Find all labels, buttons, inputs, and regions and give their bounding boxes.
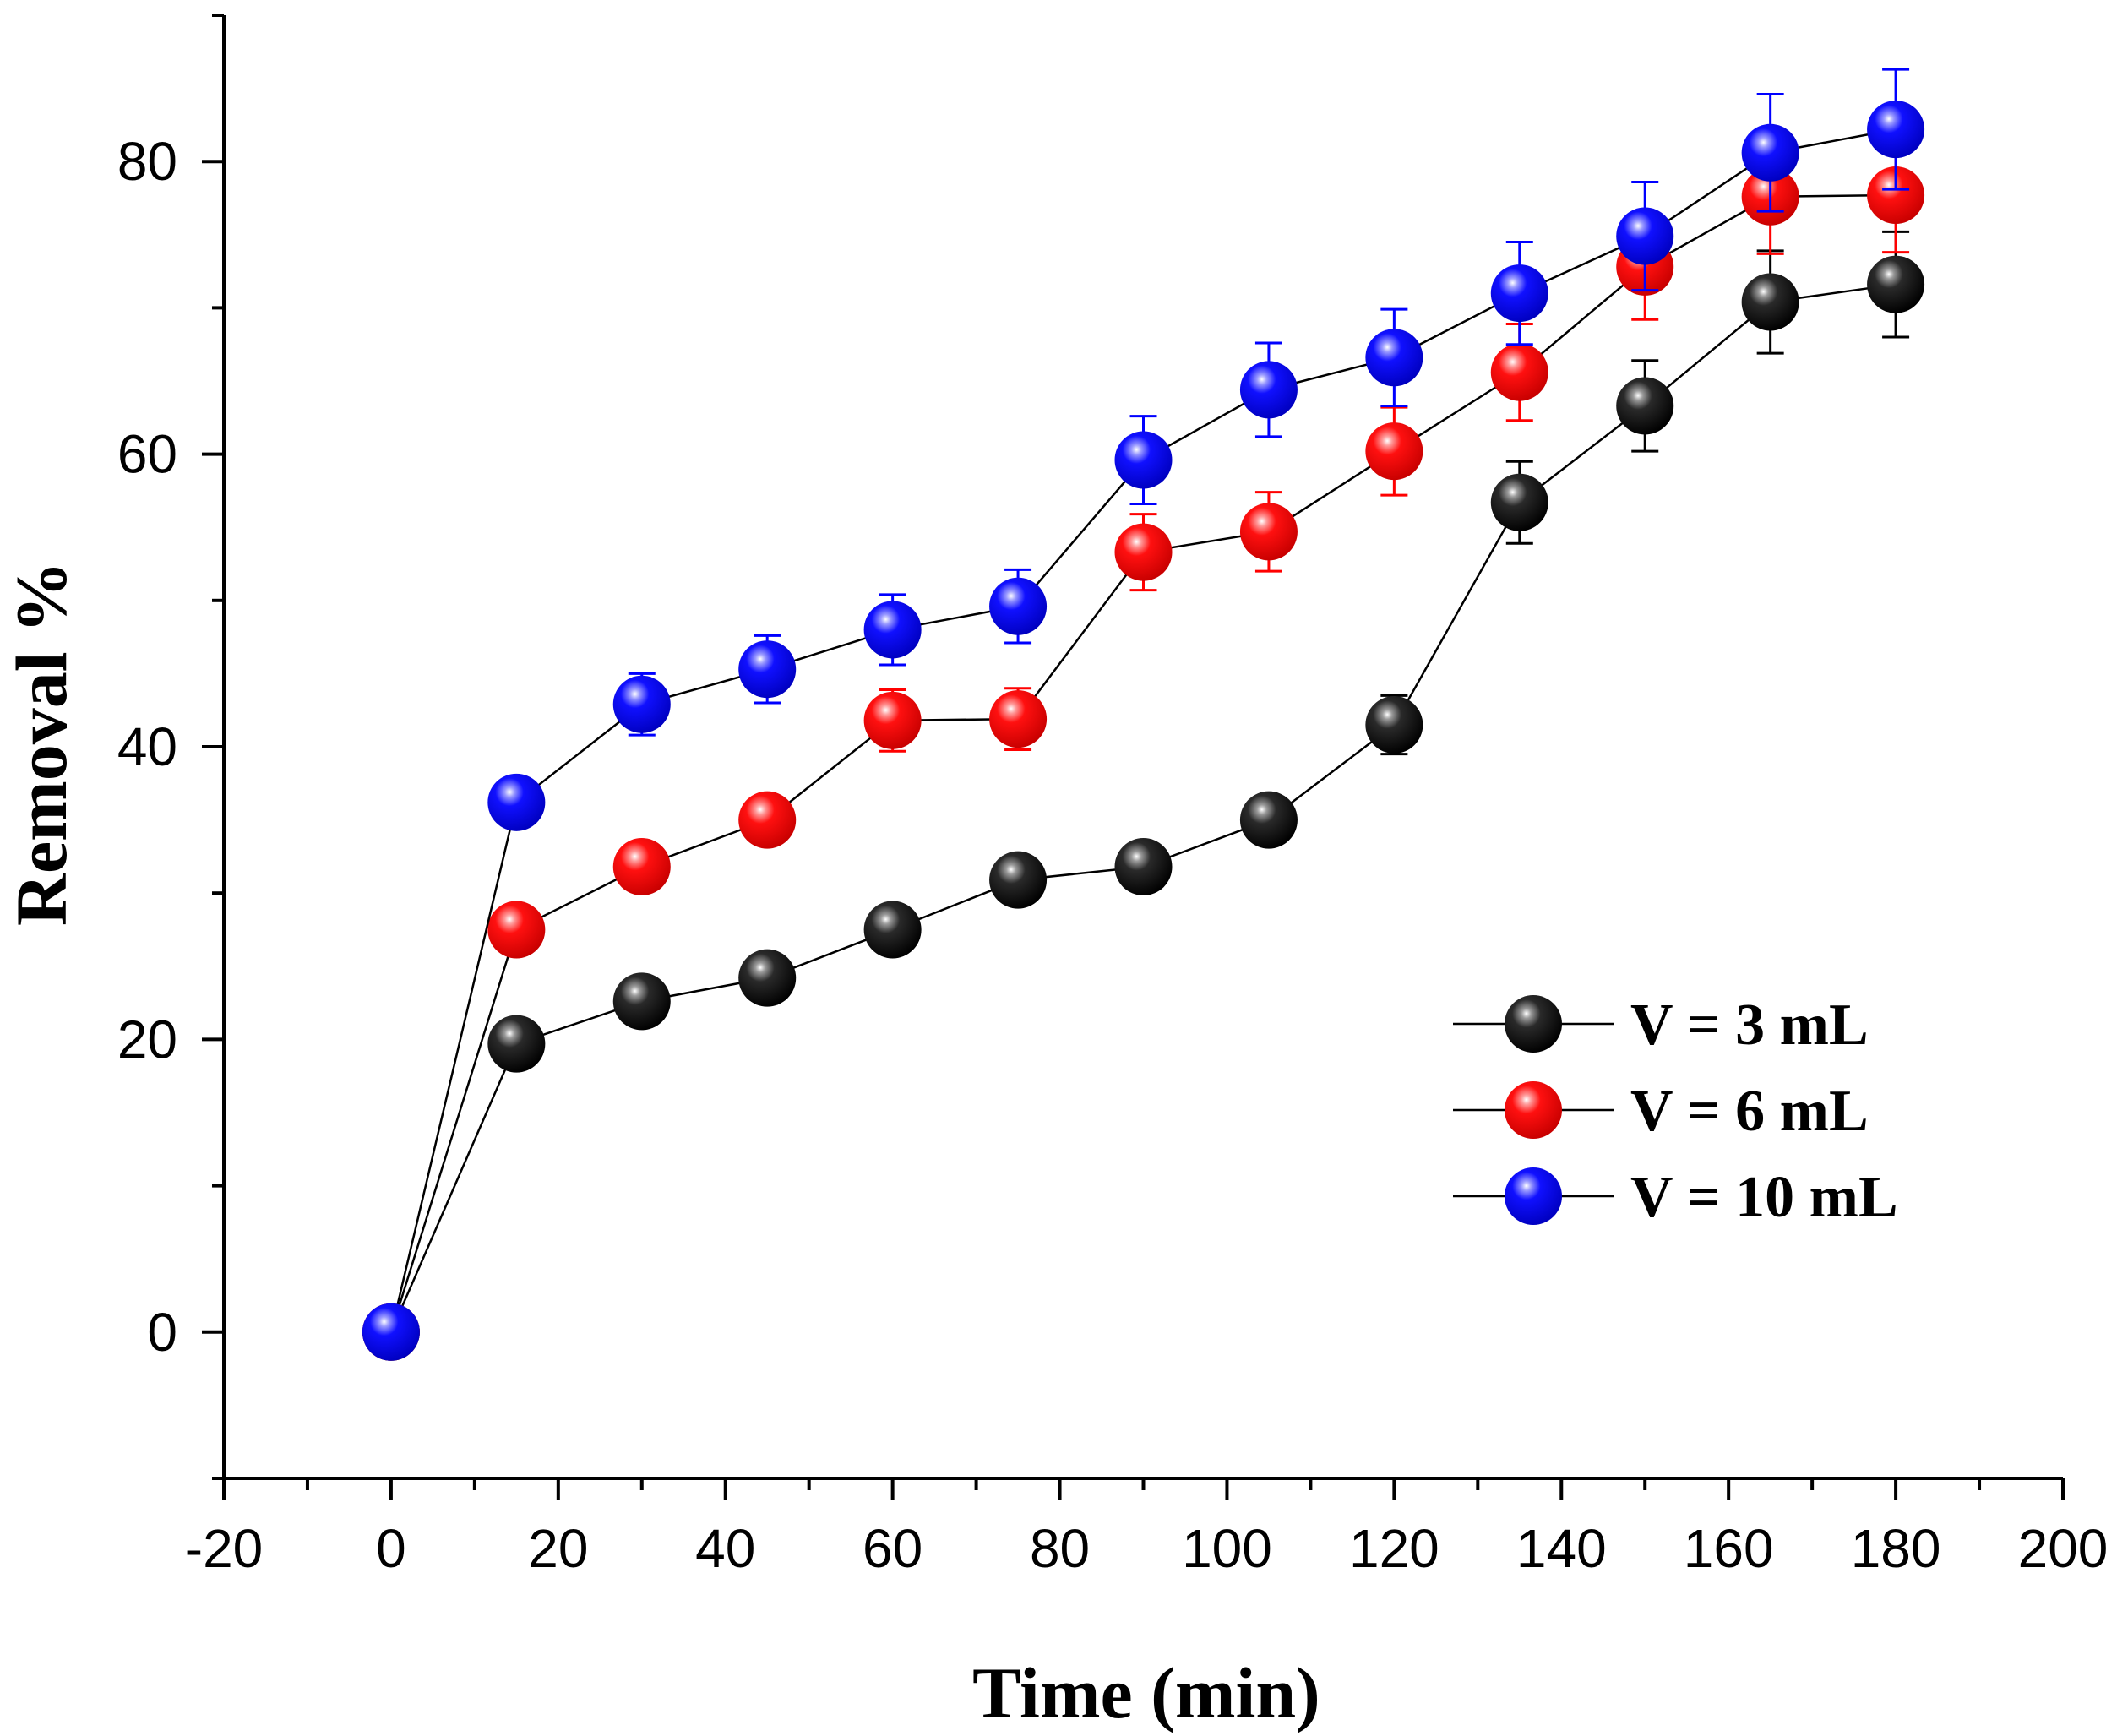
data-point xyxy=(1867,101,1925,159)
series-line xyxy=(389,128,1897,1333)
legend-item-1: V = 3 mL xyxy=(1453,993,1869,1058)
data-point xyxy=(863,601,922,659)
data-point xyxy=(1365,422,1423,481)
legend-marker xyxy=(1505,1081,1562,1139)
x-tick-label: 80 xyxy=(1030,1518,1090,1579)
x-tick-label: 120 xyxy=(1349,1518,1439,1579)
data-point xyxy=(1239,361,1298,419)
x-tick-label: 100 xyxy=(1182,1518,1272,1579)
legend-label: V = 3 mL xyxy=(1630,993,1869,1058)
tick-marks: -20 0 20 40 60 80 100 120 140 160 180 200 0 20 40 60 80 xyxy=(117,14,2109,1579)
legend-label: V = 6 mL xyxy=(1630,1079,1869,1144)
x-tick-label: 180 xyxy=(1851,1518,1941,1579)
data-point xyxy=(612,838,671,896)
x-tick-label: 60 xyxy=(863,1518,922,1579)
y-tick-label: 20 xyxy=(117,1009,177,1069)
x-tick-label: 20 xyxy=(528,1518,588,1579)
data-point xyxy=(487,773,546,831)
data-point xyxy=(1867,255,1925,313)
data-point xyxy=(1867,166,1925,225)
data-point xyxy=(863,691,922,749)
legend-marker xyxy=(1505,995,1562,1053)
y-axis-title: Removal % xyxy=(1,561,82,926)
legend-marker xyxy=(1505,1167,1562,1225)
x-tick-label: 40 xyxy=(695,1518,755,1579)
data-point xyxy=(738,640,797,699)
data-point xyxy=(989,690,1048,748)
data-point xyxy=(1114,838,1173,896)
x-tick-label: -20 xyxy=(185,1518,264,1579)
data-point xyxy=(1741,123,1799,182)
legend-label: V = 10 mL xyxy=(1630,1165,1898,1230)
series-3 xyxy=(362,68,1925,1361)
y-tick-label: 40 xyxy=(117,716,177,777)
data-point xyxy=(487,901,546,959)
data-point xyxy=(738,791,797,849)
data-point xyxy=(612,675,671,733)
data-point xyxy=(989,577,1048,635)
legend-item-2: V = 6 mL xyxy=(1453,1079,1869,1144)
x-tick-label: 140 xyxy=(1516,1518,1607,1579)
data-point xyxy=(1365,329,1423,387)
data-point xyxy=(1114,431,1173,489)
y-tick-label: 80 xyxy=(117,131,177,192)
data-point xyxy=(1114,523,1173,581)
data-point xyxy=(487,1015,546,1073)
data-point xyxy=(1490,343,1548,401)
data-point xyxy=(1616,377,1674,435)
x-tick-label: 200 xyxy=(2018,1518,2109,1579)
data-point xyxy=(1239,791,1298,849)
data-point xyxy=(1741,273,1799,331)
data-point xyxy=(362,1303,420,1361)
data-point xyxy=(1365,696,1423,754)
legend-item-3: V = 10 mL xyxy=(1453,1165,1898,1230)
y-tick-label: 60 xyxy=(117,424,177,485)
axes xyxy=(222,15,2063,1480)
data-point xyxy=(1490,473,1548,531)
data-series xyxy=(362,68,1925,1361)
legend: V = 3 mL V = 6 mL V = 10 mL xyxy=(1453,993,1898,1230)
x-tick-label: 160 xyxy=(1684,1518,1774,1579)
series-line xyxy=(389,193,1897,1333)
data-point xyxy=(863,901,922,959)
data-point xyxy=(738,949,797,1007)
data-point xyxy=(1490,264,1548,323)
y-tick-label: 0 xyxy=(147,1302,177,1363)
series-1 xyxy=(362,230,1925,1361)
x-tick-label: 0 xyxy=(376,1518,406,1579)
data-point xyxy=(612,972,671,1031)
data-point xyxy=(1239,503,1298,561)
data-point xyxy=(1616,207,1674,265)
x-axis-title: Time (min) xyxy=(972,1652,1320,1733)
data-point xyxy=(989,851,1048,909)
